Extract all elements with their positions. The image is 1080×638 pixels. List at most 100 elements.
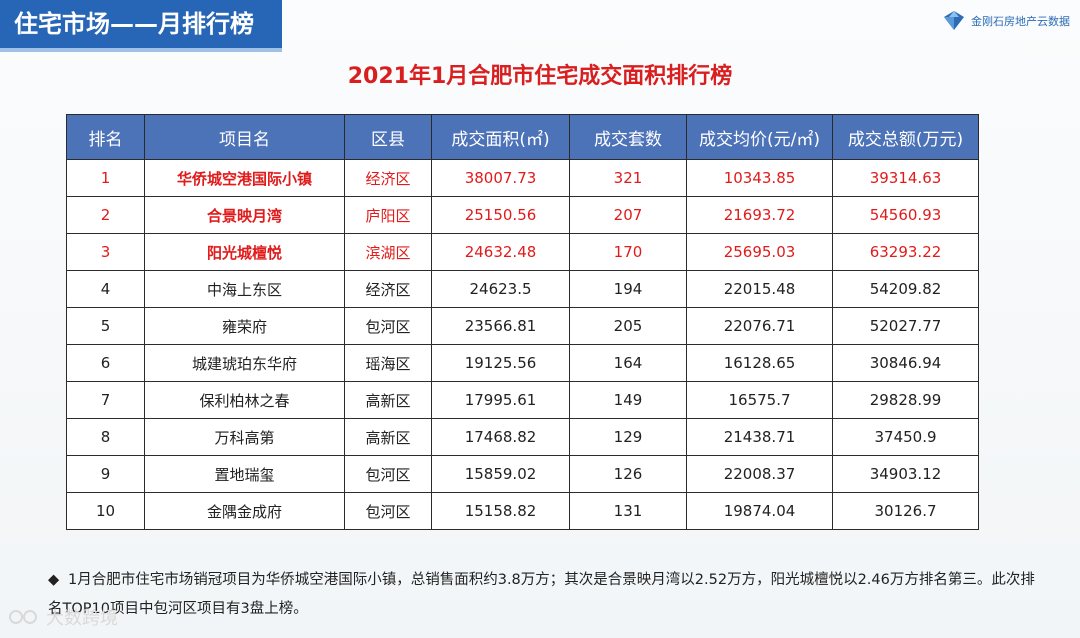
table-cell: 15158.82 bbox=[431, 492, 570, 530]
table-cell: 2 bbox=[66, 196, 145, 234]
table-cell: 19874.04 bbox=[686, 492, 833, 530]
table-cell: 瑶海区 bbox=[344, 344, 432, 382]
table-cell: 5 bbox=[66, 307, 145, 345]
table-cell: 6 bbox=[66, 344, 145, 382]
table-cell: 合景映月湾 bbox=[144, 196, 345, 234]
table-cell: 10343.85 bbox=[686, 159, 833, 197]
table-cell: 149 bbox=[569, 381, 687, 419]
table-cell: 24632.48 bbox=[431, 233, 570, 271]
watermark-text: 大数跨境 bbox=[46, 608, 118, 629]
table-cell: 高新区 bbox=[344, 418, 432, 456]
column-header: 成交套数 bbox=[569, 114, 687, 160]
table-cell: 9 bbox=[66, 455, 145, 493]
table-cell: 22015.48 bbox=[686, 270, 833, 308]
table-cell: 万科高第 bbox=[144, 418, 345, 456]
table-cell: 置地瑞玺 bbox=[144, 455, 345, 493]
table-cell: 庐阳区 bbox=[344, 196, 432, 234]
table-cell: 194 bbox=[569, 270, 687, 308]
table-cell: 包河区 bbox=[344, 307, 432, 345]
table-cell: 38007.73 bbox=[431, 159, 570, 197]
table-cell: 包河区 bbox=[344, 492, 432, 530]
summary-text: 1月合肥市住宅市场销冠项目为华侨城空港国际小镇，总销售面积约3.8万方；其次是合… bbox=[48, 572, 1035, 617]
table-cell: 207 bbox=[569, 196, 687, 234]
table-cell: 39314.63 bbox=[832, 159, 979, 197]
page-title: 2021年1月合肥市住宅成交面积排行榜 bbox=[347, 64, 733, 89]
table-cell: 雍荣府 bbox=[144, 307, 345, 345]
table-cell: 城建琥珀东华府 bbox=[144, 344, 345, 382]
table-cell: 16575.7 bbox=[686, 381, 833, 419]
table-cell: 52027.77 bbox=[832, 307, 979, 345]
table-cell: 保利柏林之春 bbox=[144, 381, 345, 419]
table-row: 5 雍荣府 包河区 23566.81 205 22076.71 52027.77 bbox=[66, 307, 979, 345]
table-cell: 22076.71 bbox=[686, 307, 833, 345]
table-header-row: 排名 项目名 区县 成交面积(㎡) 成交套数 成交均价(元/㎡) 成交总额(万元… bbox=[66, 114, 979, 160]
table-cell: 63293.22 bbox=[832, 233, 979, 271]
column-header: 区县 bbox=[344, 114, 432, 160]
table-cell: 30126.7 bbox=[832, 492, 979, 530]
table-cell: 25695.03 bbox=[686, 233, 833, 271]
diamond-logo-icon bbox=[944, 11, 964, 30]
table-cell: 包河区 bbox=[344, 455, 432, 493]
table-cell: 164 bbox=[569, 344, 687, 382]
table-cell: 经济区 bbox=[344, 270, 432, 308]
column-header: 成交面积(㎡) bbox=[431, 114, 570, 160]
column-header: 项目名 bbox=[144, 114, 345, 160]
table-cell: 30846.94 bbox=[832, 344, 979, 382]
table-cell: 10 bbox=[66, 492, 145, 530]
table-cell: 170 bbox=[569, 233, 687, 271]
section-title: 住宅市场——月排行榜 bbox=[0, 0, 282, 52]
table-cell: 3 bbox=[66, 233, 145, 271]
table-cell: 7 bbox=[66, 381, 145, 419]
table-row: 6 城建琥珀东华府 瑶海区 19125.56 164 16128.65 30846.94 bbox=[66, 344, 979, 382]
watermark-logo-icon bbox=[9, 610, 37, 624]
table-cell: 滨湖区 bbox=[344, 233, 432, 271]
table-cell: 中海上东区 bbox=[144, 270, 345, 308]
table-cell: 54560.93 bbox=[832, 196, 979, 234]
table-row: 10 金隅金成府 包河区 15158.82 131 19874.04 30126.7 bbox=[66, 492, 979, 530]
table-row: 2 合景映月湾 庐阳区 25150.56 207 21693.72 54560.93 bbox=[66, 196, 979, 234]
table-cell: 经济区 bbox=[344, 159, 432, 197]
table-row: 4 中海上东区 经济区 24623.5 194 22015.48 54209.82 bbox=[66, 270, 979, 308]
table-cell: 8 bbox=[66, 418, 145, 456]
table-row: 1 华侨城空港国际小镇 经济区 38007.73 321 10343.85 39314.63 bbox=[66, 159, 979, 197]
summary-note: ◆ 1月合肥市住宅市场销冠项目为华侨城空港国际小镇，总销售面积约3.8万方；其次是… bbox=[48, 566, 1038, 624]
table-cell: 21693.72 bbox=[686, 196, 833, 234]
table-cell: 34903.12 bbox=[832, 455, 979, 493]
table-cell: 17468.82 bbox=[431, 418, 570, 456]
table-cell: 15859.02 bbox=[431, 455, 570, 493]
table-cell: 29828.99 bbox=[832, 381, 979, 419]
table-cell: 25150.56 bbox=[431, 196, 570, 234]
table-cell: 17995.61 bbox=[431, 381, 570, 419]
table-cell: 阳光城檀悦 bbox=[144, 233, 345, 271]
table-cell: 高新区 bbox=[344, 381, 432, 419]
table-cell: 24623.5 bbox=[431, 270, 570, 308]
table-row: 7 保利柏林之春 高新区 17995.61 149 16575.7 29828.99 bbox=[66, 381, 979, 419]
ranking-table: 排名 项目名 区县 成交面积(㎡) 成交套数 成交均价(元/㎡) 成交总额(万元… bbox=[66, 114, 979, 530]
table-row: 9 置地瑞玺 包河区 15859.02 126 22008.37 34903.12 bbox=[66, 455, 979, 493]
table-cell: 21438.71 bbox=[686, 418, 833, 456]
table-cell: 金隅金成府 bbox=[144, 492, 345, 530]
diamond-bullet-icon: ◆ bbox=[48, 572, 60, 588]
table-cell: 16128.65 bbox=[686, 344, 833, 382]
table-cell: 205 bbox=[569, 307, 687, 345]
table-cell: 华侨城空港国际小镇 bbox=[144, 159, 345, 197]
table-row: 8 万科高第 高新区 17468.82 129 21438.71 37450.9 bbox=[66, 418, 979, 456]
table-row: 3 阳光城檀悦 滨湖区 24632.48 170 25695.03 63293.22 bbox=[66, 233, 979, 271]
column-header: 排名 bbox=[66, 114, 145, 160]
watermark: 大数跨境 bbox=[8, 604, 118, 630]
table-cell: 37450.9 bbox=[832, 418, 979, 456]
table-cell: 321 bbox=[569, 159, 687, 197]
table-cell: 54209.82 bbox=[832, 270, 979, 308]
table-cell: 131 bbox=[569, 492, 687, 530]
logo-text: 金刚石房地产云数据 bbox=[971, 15, 1070, 28]
table-cell: 23566.81 bbox=[431, 307, 570, 345]
table-cell: 1 bbox=[66, 159, 145, 197]
column-header: 成交总额(万元) bbox=[832, 114, 979, 160]
table-cell: 4 bbox=[66, 270, 145, 308]
brand-logo: 金刚石房地产云数据 bbox=[941, 10, 1070, 32]
table-cell: 22008.37 bbox=[686, 455, 833, 493]
column-header: 成交均价(元/㎡) bbox=[686, 114, 833, 160]
table-cell: 129 bbox=[569, 418, 687, 456]
table-cell: 19125.56 bbox=[431, 344, 570, 382]
table-cell: 126 bbox=[569, 455, 687, 493]
